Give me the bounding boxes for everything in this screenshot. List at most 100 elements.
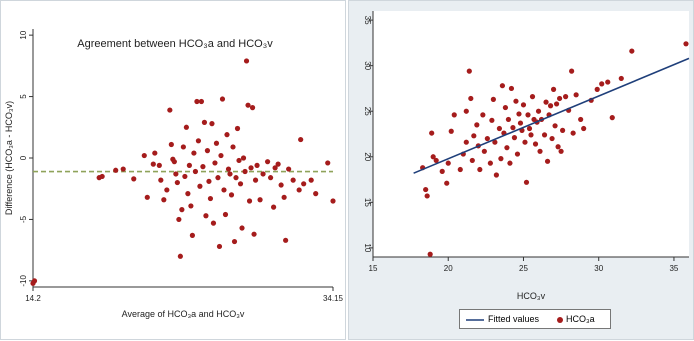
right-point-30 — [493, 172, 499, 178]
right-x-tick-label-2: 25 — [519, 264, 528, 273]
right-y-tick-label-1: 30 — [363, 61, 372, 70]
left-point-75 — [260, 171, 266, 177]
left-plot-area — [33, 29, 333, 287]
left-point-48 — [216, 243, 223, 250]
right-x-tick-label-0: 15 — [369, 264, 378, 273]
right-point-37 — [505, 116, 512, 123]
regression-panel: HCO₃v 35 30 25 20 15 10 15 20 25 30 35 Fitted val… — [348, 0, 694, 340]
left-point-50 — [219, 96, 226, 102]
right-point-35 — [502, 104, 509, 111]
right-y-tick-label-4: 15 — [363, 198, 372, 207]
left-y-ticks: 10 5 0 -5 -10 — [19, 30, 33, 287]
left-point-89 — [308, 177, 314, 183]
right-point-72 — [560, 127, 566, 133]
right-legend: Fitted values HCO₃a — [459, 309, 611, 329]
right-point-55 — [532, 141, 539, 147]
left-chart-title: Agreement between HCO₃a and HCO₃v — [77, 38, 273, 50]
right-point-29 — [492, 139, 498, 145]
right-points — [420, 41, 689, 257]
right-x-tick-label-1: 20 — [444, 264, 453, 273]
legend-hco3a-label: HCO₃a — [566, 314, 595, 324]
left-point-87 — [298, 136, 304, 143]
left-point-64 — [240, 155, 247, 161]
left-point-57 — [230, 144, 236, 150]
right-point-24 — [481, 148, 487, 154]
right-point-68 — [553, 101, 560, 107]
right-point-53 — [529, 94, 536, 100]
legend-keys — [466, 317, 563, 323]
right-point-14 — [463, 139, 469, 145]
left-point-56 — [228, 192, 235, 198]
right-point-33 — [499, 83, 506, 89]
left-point-91 — [325, 160, 331, 166]
right-point-19 — [471, 133, 477, 139]
left-point-54 — [225, 166, 232, 172]
right-point-32 — [498, 156, 504, 162]
fitted-values-line — [413, 57, 690, 174]
left-point-8 — [141, 152, 147, 159]
left-point-92 — [330, 198, 336, 204]
right-point-78 — [578, 116, 584, 123]
right-point-7 — [439, 168, 445, 174]
left-point-74 — [257, 197, 263, 203]
right-point-31 — [496, 125, 502, 132]
right-point-1 — [424, 193, 430, 199]
left-point-84 — [286, 166, 292, 172]
left-point-40 — [204, 148, 211, 154]
right-point-4 — [430, 154, 436, 160]
right-point-16 — [466, 68, 472, 74]
right-point-66 — [550, 86, 557, 92]
left-point-43 — [209, 121, 215, 127]
right-point-17 — [468, 95, 474, 102]
left-point-25 — [182, 173, 188, 180]
left-point-11 — [156, 162, 162, 168]
left-point-27 — [185, 191, 191, 197]
left-point-60 — [234, 125, 241, 132]
left-point-33 — [194, 98, 200, 105]
right-point-38 — [507, 160, 513, 166]
left-point-5 — [120, 166, 126, 172]
left-y-tick-label-2: 0 — [19, 155, 28, 160]
right-point-76 — [570, 130, 576, 136]
left-point-34 — [195, 138, 202, 144]
right-point-23 — [480, 112, 486, 118]
left-point-28 — [186, 162, 192, 168]
right-point-51 — [526, 125, 533, 132]
left-point-15 — [167, 107, 173, 113]
right-point-41 — [511, 135, 518, 141]
left-y-axis-label: Difference (HCO₃a - HCO₃v) — [4, 101, 14, 215]
left-point-32 — [192, 168, 199, 175]
right-point-77 — [573, 92, 579, 98]
left-point-4 — [113, 167, 119, 173]
left-point-47 — [215, 175, 221, 181]
left-point-53 — [224, 132, 230, 138]
left-point-55 — [227, 171, 233, 177]
left-point-78 — [271, 204, 277, 210]
left-point-26 — [183, 124, 189, 130]
left-point-49 — [218, 152, 224, 159]
right-point-61 — [543, 99, 549, 105]
left-point-19 — [173, 171, 179, 177]
left-point-30 — [189, 232, 195, 238]
left-point-69 — [248, 165, 254, 171]
left-point-80 — [275, 161, 281, 167]
left-point-3 — [99, 173, 105, 180]
right-point-67 — [552, 123, 558, 129]
right-point-87 — [683, 41, 689, 47]
right-point-6 — [429, 130, 435, 136]
left-point-52 — [222, 211, 229, 218]
left-point-1 — [31, 278, 38, 284]
left-point-16 — [168, 141, 174, 148]
right-point-50 — [525, 112, 531, 118]
left-point-67 — [245, 102, 251, 108]
right-point-27 — [489, 117, 495, 123]
right-point-58 — [537, 148, 543, 154]
right-point-75 — [569, 68, 575, 74]
left-point-31 — [191, 150, 197, 156]
right-y-tick-label-5: 10 — [363, 243, 372, 252]
right-point-20 — [474, 122, 480, 128]
left-point-73 — [254, 162, 260, 168]
right-point-0 — [427, 251, 433, 257]
left-point-35 — [197, 183, 203, 189]
right-point-25 — [484, 135, 490, 142]
